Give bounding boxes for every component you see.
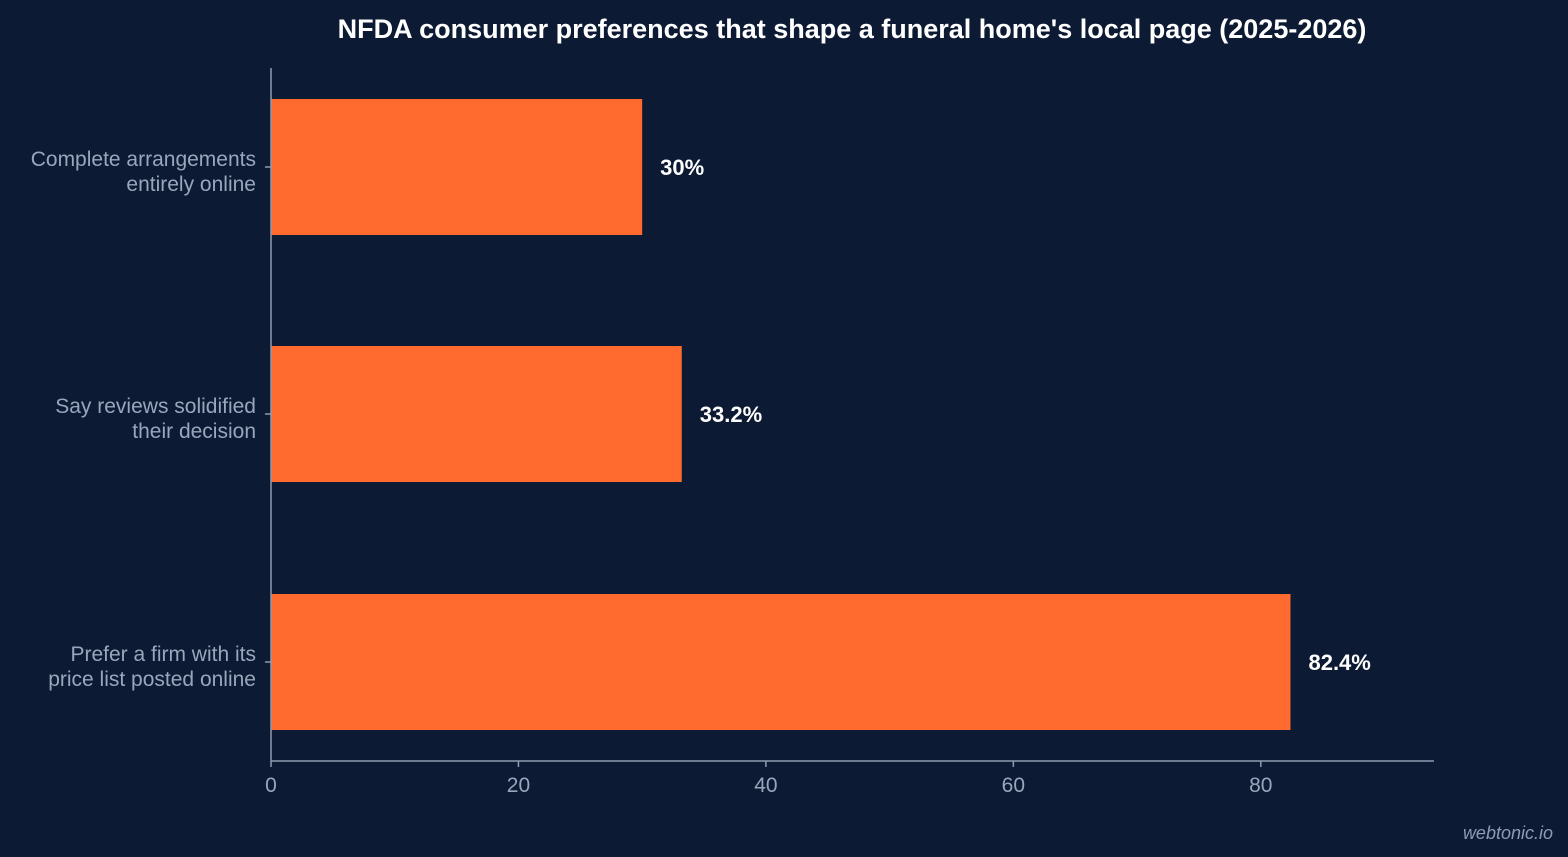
category-label: Say reviews solidified their decision [55,395,256,443]
bar-value-label: 33.2% [700,402,762,427]
bars [271,99,1291,730]
x-tick-label: 80 [1249,774,1272,797]
axes: 0 20 40 60 80 [265,68,1434,797]
bar-value-label: 30% [660,155,704,180]
category-labels: Complete arrangements entirely online Say … [31,148,256,691]
x-tick-label: 40 [754,774,777,797]
category-label: Complete arrangements entirely online [31,148,256,196]
bar [271,99,643,235]
chart-title: NFDA consumer preferences that shape a f… [338,14,1367,44]
category-label: Prefer a firm with its price list posted … [48,643,256,691]
x-tick-label: 20 [507,774,530,797]
bar [271,594,1291,730]
watermark: webtonic.io [1463,823,1553,843]
value-labels: 30% 33.2% 82.4% [660,155,1371,675]
bar-value-label: 82.4% [1308,650,1370,675]
bar [271,346,682,482]
x-tick-label: 0 [265,774,277,797]
x-tick-label: 60 [1002,774,1025,797]
